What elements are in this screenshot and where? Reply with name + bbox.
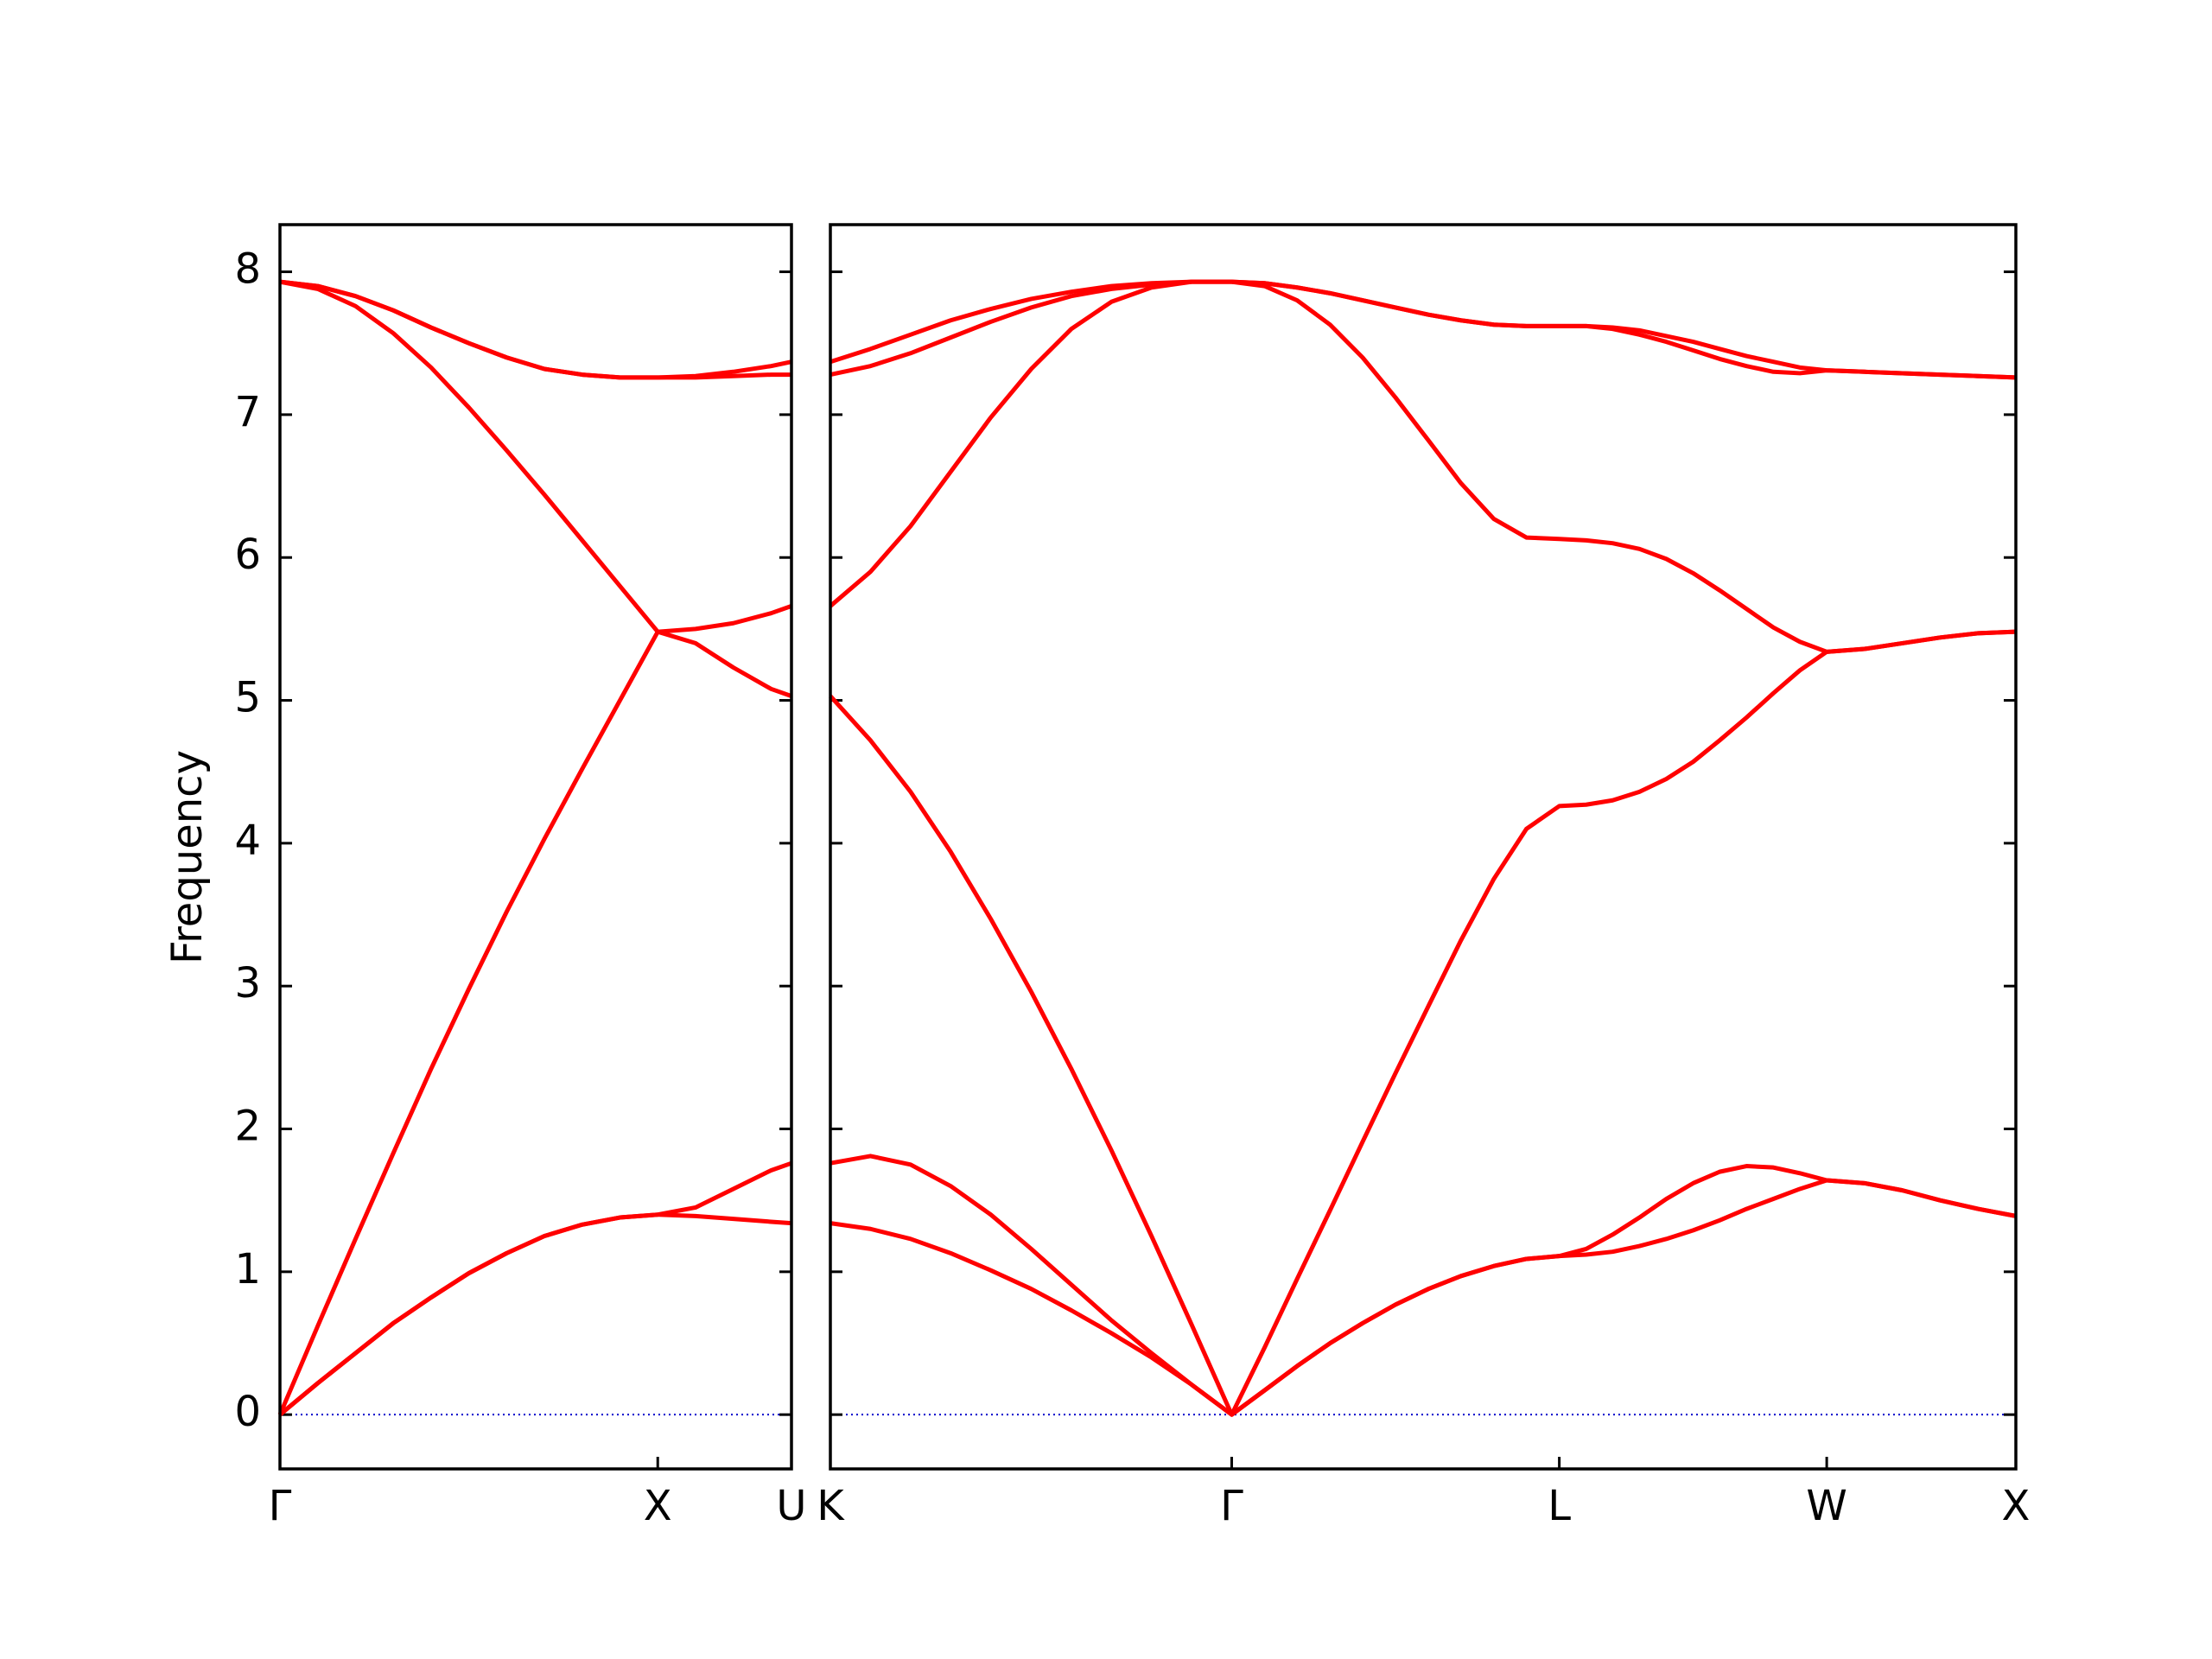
x-tick-label: U (776, 1482, 806, 1530)
band-line (279, 279, 792, 380)
axes-frame (278, 223, 793, 1471)
x-tick-label: X (644, 1482, 672, 1530)
band-line (278, 1160, 792, 1417)
band-line (279, 279, 792, 634)
y-tick-label: 2 (234, 1103, 261, 1151)
band-line (829, 629, 2017, 1417)
x-tick-label: Γ (1220, 1482, 1243, 1530)
x-tick-label: X (2002, 1482, 2031, 1530)
axes-frame (829, 223, 2018, 1471)
x-tick-label: Γ (269, 1482, 292, 1530)
y-axis-label: Frequency (163, 750, 212, 964)
band-line (829, 279, 2017, 654)
band-line (830, 279, 2017, 380)
x-tick-label: L (1548, 1482, 1571, 1530)
y-tick-label: 7 (234, 388, 261, 436)
y-tick-label: 3 (234, 959, 261, 1007)
x-tick-label: K (817, 1482, 845, 1530)
x-tick-label: W (1806, 1482, 1847, 1530)
y-tick-label: 0 (234, 1388, 261, 1436)
y-tick-label: 1 (234, 1245, 261, 1294)
y-tick-label: 6 (234, 531, 261, 579)
band-line (830, 1154, 2017, 1417)
y-tick-label: 8 (234, 245, 261, 294)
y-tick-label: 4 (234, 817, 261, 865)
band-line (277, 629, 792, 1416)
y-tick-label: 5 (234, 674, 261, 722)
